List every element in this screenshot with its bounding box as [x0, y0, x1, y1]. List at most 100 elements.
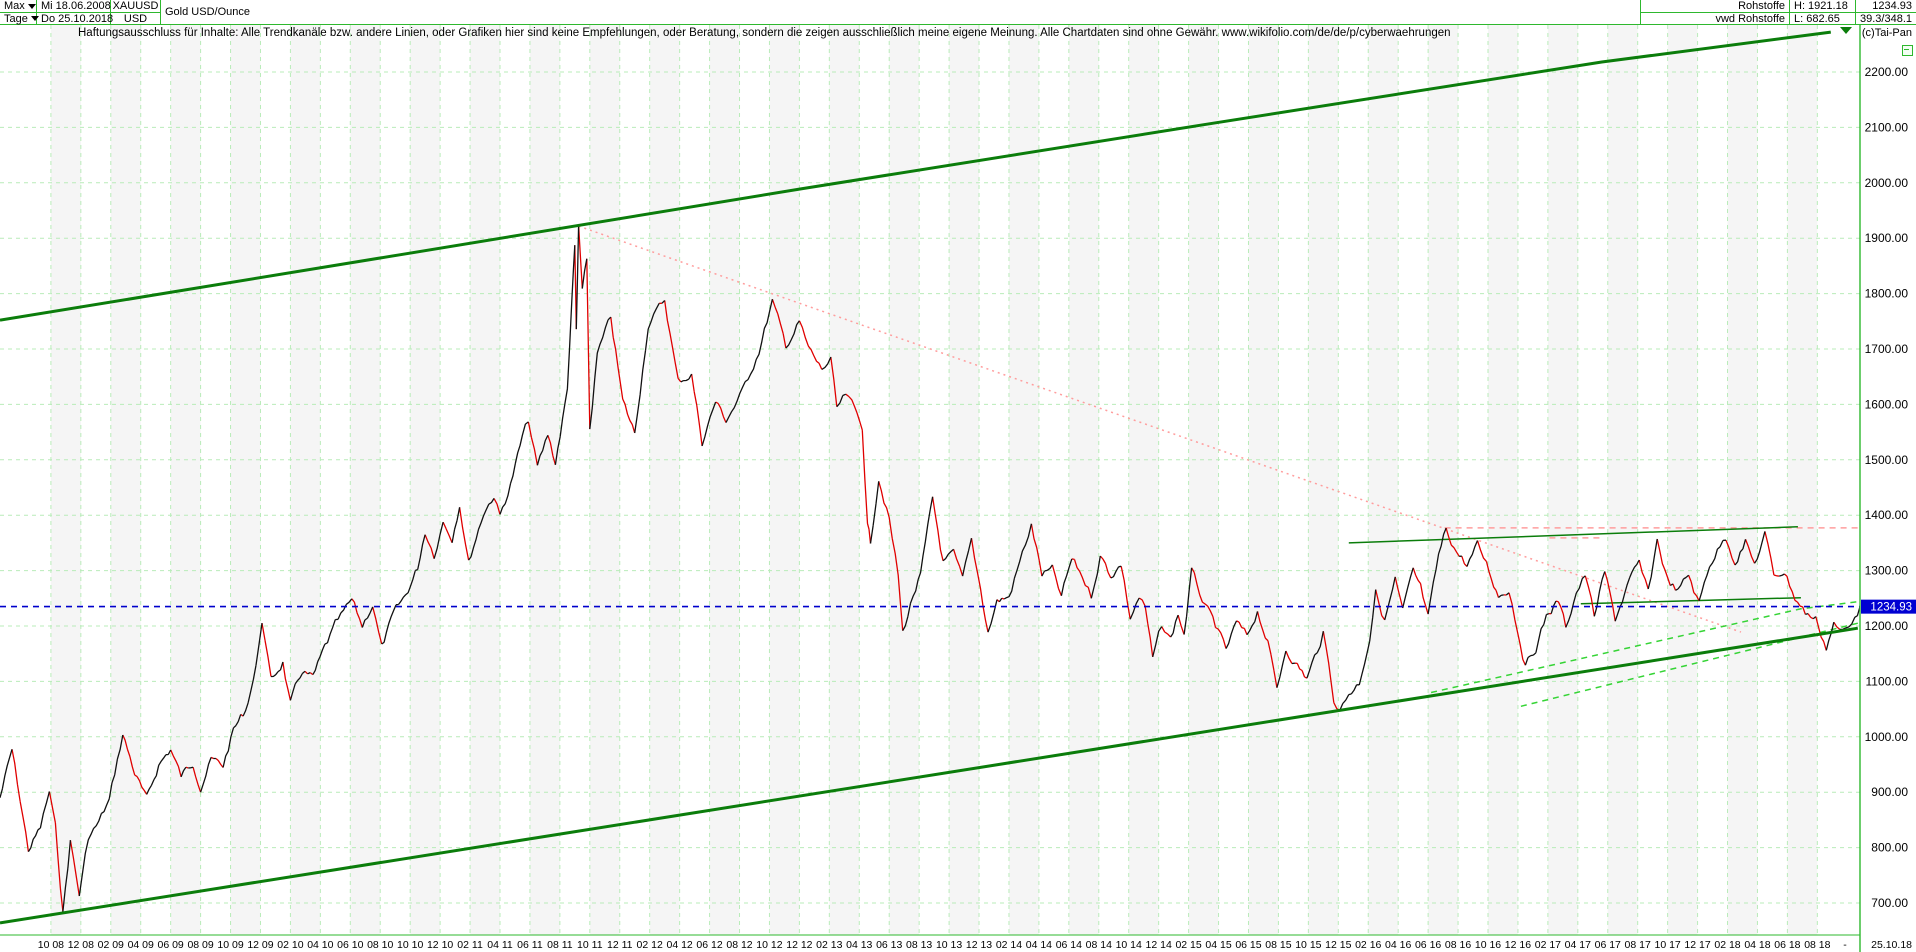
- date-from-field[interactable]: Mi 18.06.2008: [37, 0, 111, 12]
- change-value: 39.3/348.1: [1856, 12, 1916, 25]
- x-axis-label: 04 14: [1026, 939, 1052, 951]
- y-axis-label: 1800.00: [1865, 287, 1909, 301]
- last-price: 1234.93: [1872, 0, 1912, 12]
- y-axis-label: 2100.00: [1865, 120, 1909, 134]
- x-axis-label: 04 09: [128, 939, 154, 951]
- x-axis-label: 02 16: [1355, 939, 1381, 951]
- trendline-lower_channel: [0, 626, 1859, 925]
- x-axis-label: 06 10: [337, 939, 363, 951]
- y-axis-label: 1400.00: [1865, 508, 1909, 522]
- x-axis-label: 04 15: [1205, 939, 1231, 951]
- x-axis-label: 08 16: [1445, 939, 1471, 951]
- x-axis-label: 10 16: [1475, 939, 1501, 951]
- range-dropdown[interactable]: Max: [0, 0, 37, 12]
- x-axis-label: 08 12: [726, 939, 752, 951]
- x-axis-label: 10 17: [1654, 939, 1680, 951]
- x-axis-label: 04 11: [487, 939, 513, 951]
- trendline-wedge_lower: [1520, 621, 1860, 708]
- x-axis-label: 04 18: [1744, 939, 1770, 951]
- x-axis-label: 02 15: [1175, 939, 1201, 951]
- trendline-minor_resistance_2: [1580, 596, 1801, 605]
- x-axis-label: 12 12: [786, 939, 812, 951]
- x-axis-label: 06 09: [158, 939, 184, 951]
- x-axis-label: 02 17: [1535, 939, 1561, 951]
- x-axis-label: 08 13: [906, 939, 932, 951]
- current-price-label: 1234.93: [1870, 602, 1912, 614]
- y-axis-label: 800.00: [1871, 841, 1908, 855]
- range-dropdown-label: Max: [4, 0, 25, 12]
- chart-header: Max Tage Mi 18.06.2008 Do 25.10.2018 XAU…: [0, 0, 1916, 25]
- y-axis-label: 1300.00: [1865, 564, 1909, 578]
- axes: 2200.00 2100.00 2000.00 1900.00 1800.00 1700.…: [0, 25, 1916, 952]
- x-axis-label: 10 13: [936, 939, 962, 951]
- date-to-field[interactable]: Do 25.10.2018: [37, 12, 113, 25]
- x-axis-label: 06 13: [876, 939, 902, 951]
- triangle-down-icon: [1840, 27, 1852, 34]
- x-axis-label: 10 08: [38, 939, 64, 951]
- x-axis-label: 10 10: [397, 939, 423, 951]
- x-axis-label: 12 11: [607, 939, 633, 951]
- y-axis-label: 1000.00: [1865, 730, 1909, 744]
- x-axis-label: 06 17: [1595, 939, 1621, 951]
- x-axis-label: 02 14: [996, 939, 1022, 951]
- y-axis-label: 1500.00: [1865, 453, 1909, 467]
- trendlines-under: [578, 225, 1860, 708]
- x-axis-label: 04 12: [666, 939, 692, 951]
- background-bands: [50, 25, 1818, 935]
- x-axis-end-date: 25.10.18: [1871, 939, 1912, 951]
- y-axis-label: 2000.00: [1865, 176, 1909, 190]
- x-axis-label: 06 12: [696, 939, 722, 951]
- trendline-minor_resistance_1: [1348, 526, 1798, 544]
- y-axis-label: 1600.00: [1865, 397, 1909, 411]
- trendline-peak_downtrend: [578, 225, 1742, 633]
- x-axis-label: 12 16: [1505, 939, 1531, 951]
- x-axis-label: 10 09: [217, 939, 243, 951]
- x-axis-label: 02 18: [1714, 939, 1740, 951]
- x-axis-label: 02 12: [637, 939, 663, 951]
- x-axis-label: 08 18: [1804, 939, 1830, 951]
- x-axis-label: 02 10: [277, 939, 303, 951]
- x-axis-label: 04 10: [307, 939, 333, 951]
- x-axis-label: 06 16: [1415, 939, 1441, 951]
- disclaimer-text: Haftungsausschluss für Inhalte: Alle Tre…: [78, 27, 1451, 39]
- x-axis-label: 08 17: [1625, 939, 1651, 951]
- x-axis-label: 12 14: [1146, 939, 1172, 951]
- y-axis-label: 1700.00: [1865, 342, 1909, 356]
- x-axis-label: 12 08: [68, 939, 94, 951]
- y-axis-label: 700.00: [1871, 896, 1908, 910]
- trendlines-over: [0, 30, 1860, 925]
- x-axis-dash: -: [1843, 939, 1847, 951]
- x-axis-label: 10 11: [577, 939, 603, 951]
- y-axis-label: 1100.00: [1866, 674, 1909, 688]
- collapse-icon[interactable]: [1902, 45, 1913, 56]
- x-axis-label: 06 15: [1235, 939, 1261, 951]
- x-axis-label: 08 09: [187, 939, 213, 951]
- x-axis-label: 12 17: [1684, 939, 1710, 951]
- x-axis-label: 10 14: [1116, 939, 1142, 951]
- x-axis-label: 12 09: [247, 939, 273, 951]
- x-axis-label: 08 11: [547, 939, 573, 951]
- x-axis-label: 02 13: [816, 939, 842, 951]
- group-label: Rohstoffe: [1640, 0, 1790, 12]
- y-axis-label: 1200.00: [1865, 619, 1909, 633]
- low-value: L: 682.65: [1790, 12, 1856, 25]
- x-axis-label: 08 15: [1265, 939, 1291, 951]
- trendline-wedge_upper: [1430, 600, 1860, 694]
- y-axis-label: 900.00: [1871, 785, 1908, 799]
- current-price-box: [1861, 599, 1916, 614]
- price-line-up: [0, 225, 1860, 912]
- x-axis-label: 06 18: [1774, 939, 1800, 951]
- y-axis-label: 2200.00: [1865, 65, 1909, 79]
- gridlines: [0, 25, 1860, 935]
- x-axis-label: 10 12: [756, 939, 782, 951]
- high-value: H: 1921.18: [1790, 0, 1856, 12]
- x-axis-label: 06 14: [1056, 939, 1082, 951]
- symbol-label: XAUUSD: [111, 0, 161, 12]
- x-axis-label: 04 17: [1565, 939, 1591, 951]
- period-dropdown-label: Tage: [4, 12, 28, 25]
- chevron-down-icon: [30, 16, 39, 21]
- period-dropdown[interactable]: Tage: [0, 12, 39, 25]
- price-line-down: [11, 225, 1841, 912]
